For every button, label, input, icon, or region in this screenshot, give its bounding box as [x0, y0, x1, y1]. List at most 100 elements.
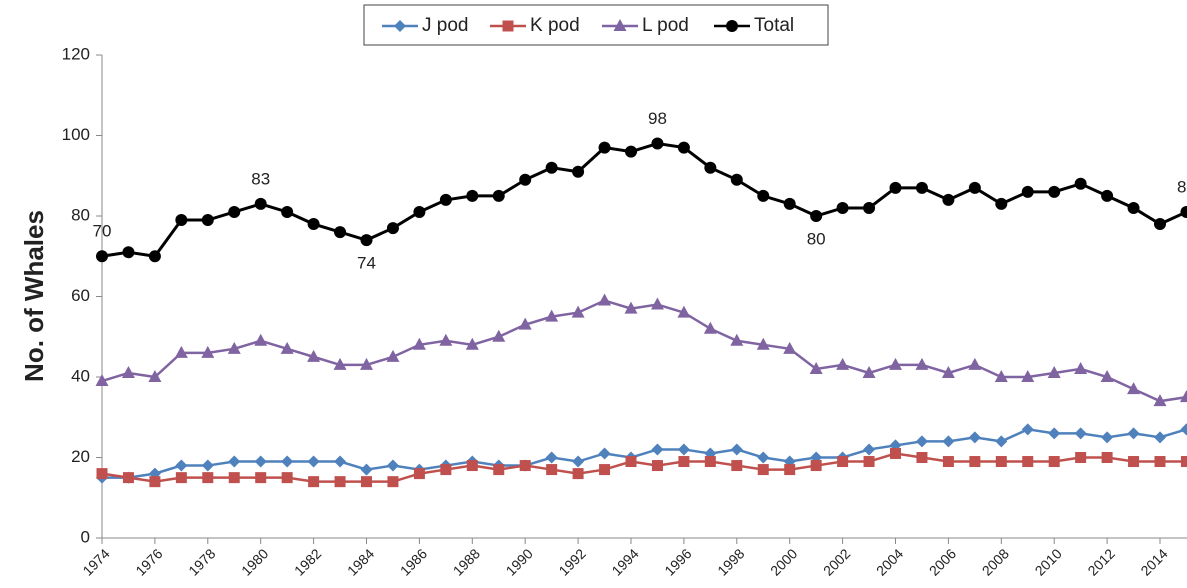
- point: [546, 464, 558, 476]
- point: [651, 137, 664, 150]
- point: [1180, 423, 1187, 436]
- x-tick-label: 1974: [79, 545, 112, 578]
- point: [201, 214, 214, 227]
- y-tick-label: 120: [62, 44, 90, 63]
- point: [598, 447, 611, 460]
- point: [1021, 185, 1034, 198]
- point: [968, 431, 981, 444]
- point: [334, 476, 346, 488]
- point: [254, 333, 268, 346]
- point: [1074, 427, 1087, 440]
- point: [1180, 205, 1187, 218]
- point: [439, 333, 453, 346]
- legend-label: J pod: [422, 15, 468, 36]
- point: [1154, 431, 1166, 444]
- point: [148, 250, 161, 263]
- point: [863, 201, 876, 214]
- point: [1153, 394, 1167, 407]
- point: [994, 370, 1008, 382]
- x-tick-label: 1986: [397, 545, 430, 578]
- point: [678, 456, 690, 468]
- point: [783, 197, 796, 210]
- point: [862, 365, 876, 378]
- point: [545, 161, 558, 174]
- point: [1154, 218, 1166, 231]
- point: [361, 476, 372, 488]
- point: [440, 464, 452, 476]
- legend-label: L pod: [642, 15, 689, 36]
- legend-label: Total: [754, 15, 794, 36]
- point: [122, 472, 134, 484]
- x-tick-label: 1990: [503, 545, 536, 578]
- point: [466, 189, 479, 202]
- point: [518, 317, 532, 330]
- point: [360, 463, 373, 476]
- y-tick-label: 80: [71, 205, 90, 224]
- point: [757, 464, 769, 476]
- point: [571, 305, 585, 318]
- point: [386, 222, 399, 235]
- point: [1048, 427, 1061, 440]
- point: [836, 201, 849, 214]
- point: [1101, 189, 1114, 202]
- point: [599, 464, 611, 476]
- point: [1047, 365, 1061, 378]
- point: [730, 333, 744, 346]
- point: [836, 357, 850, 370]
- data-label: 81: [1177, 177, 1187, 196]
- point: [360, 234, 373, 247]
- point: [413, 205, 426, 218]
- point: [519, 173, 532, 186]
- point: [703, 321, 717, 334]
- point: [493, 464, 505, 476]
- data-label: 83: [251, 169, 270, 188]
- data-label: 80: [807, 229, 826, 248]
- x-tick-label: 2004: [873, 545, 906, 578]
- point: [175, 459, 188, 472]
- point: [174, 345, 188, 358]
- point: [1021, 423, 1034, 436]
- point: [942, 456, 954, 468]
- point: [613, 19, 627, 31]
- point: [333, 357, 347, 370]
- point: [1022, 456, 1034, 468]
- point: [1127, 427, 1140, 440]
- x-tick-label: 1996: [661, 545, 694, 578]
- x-tick-label: 1980: [238, 545, 271, 578]
- point: [1074, 177, 1087, 190]
- x-tick-label: 1992: [555, 545, 588, 578]
- point: [1128, 456, 1140, 468]
- point: [502, 20, 514, 32]
- point: [386, 349, 400, 362]
- point: [254, 197, 267, 210]
- y-tick-label: 20: [71, 447, 90, 466]
- point: [677, 141, 690, 154]
- point: [651, 460, 663, 472]
- point: [941, 365, 955, 378]
- y-tick-label: 0: [81, 527, 90, 546]
- point: [756, 337, 770, 350]
- point: [280, 341, 294, 354]
- point: [413, 468, 425, 480]
- point: [726, 20, 738, 32]
- point: [519, 460, 531, 472]
- point: [863, 443, 876, 456]
- point: [281, 472, 293, 484]
- x-tick-label: 2012: [1084, 545, 1117, 578]
- point: [307, 218, 320, 231]
- point: [95, 374, 109, 387]
- point: [809, 361, 823, 374]
- point: [1154, 456, 1166, 468]
- point: [810, 210, 823, 222]
- point: [625, 145, 637, 158]
- data-label: 74: [357, 254, 376, 273]
- point: [995, 456, 1007, 468]
- x-tick-label: 1998: [714, 545, 747, 578]
- point: [1180, 456, 1187, 468]
- x-tick-label: 2006: [926, 545, 959, 578]
- point: [731, 460, 743, 472]
- x-tick-label: 1988: [450, 545, 483, 578]
- point: [783, 341, 797, 354]
- x-tick-label: 1982: [291, 545, 324, 578]
